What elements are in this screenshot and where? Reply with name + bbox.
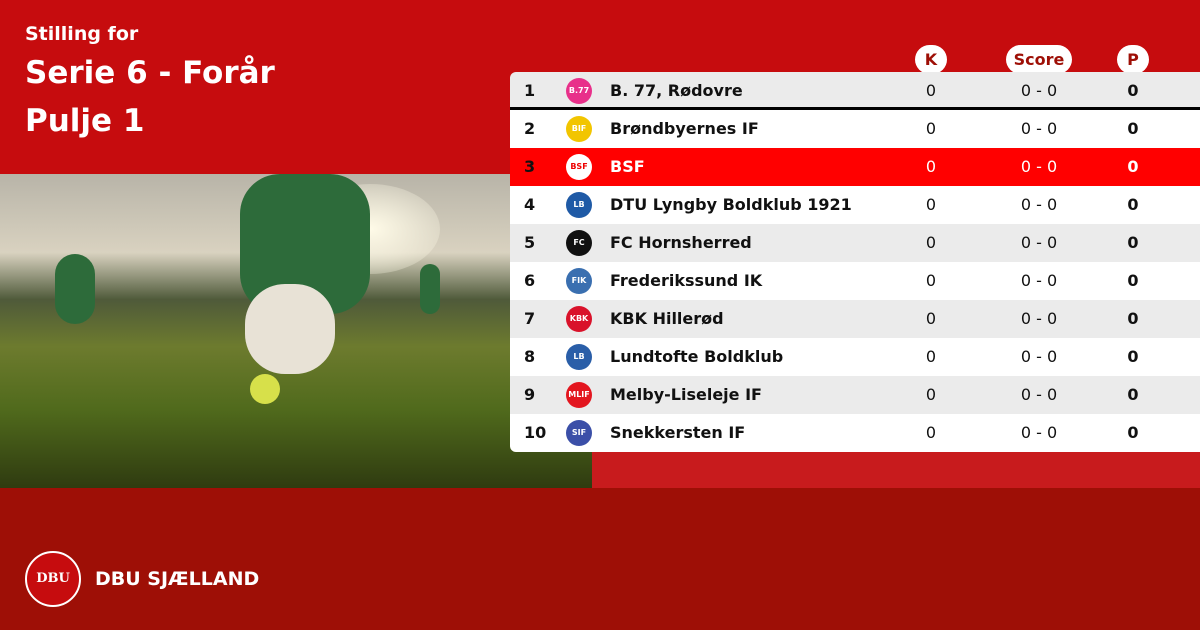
column-header-k: K bbox=[915, 45, 947, 74]
table-row: 1 B.77 B. 77, Rødovre 0 0 - 0 0 bbox=[510, 72, 1200, 110]
score-cell: 0 - 0 bbox=[1020, 81, 1058, 100]
matches-cell: 0 bbox=[925, 271, 937, 290]
score-cell: 0 - 0 bbox=[1020, 157, 1058, 176]
rank-cell: 7 bbox=[524, 309, 536, 328]
team-name: B. 77, Rødovre bbox=[610, 81, 743, 100]
points-cell: 0 bbox=[1127, 385, 1139, 404]
matches-cell: 0 bbox=[925, 81, 937, 100]
team-name: BSF bbox=[610, 157, 645, 176]
rank-cell: 4 bbox=[524, 195, 536, 214]
team-name: Melby-Liseleje IF bbox=[610, 385, 762, 404]
subtitle: Stilling for bbox=[25, 23, 139, 45]
watermark-pattern bbox=[592, 452, 1200, 488]
points-cell: 0 bbox=[1127, 271, 1139, 290]
table-row: 6 FIK Frederikssund IK 0 0 - 0 0 bbox=[510, 262, 1200, 300]
matches-cell: 0 bbox=[925, 233, 937, 252]
rank-cell: 6 bbox=[524, 271, 536, 290]
table-row: 3 BSF BSF 0 0 - 0 0 bbox=[510, 148, 1200, 186]
team-name: FC Hornsherred bbox=[610, 233, 752, 252]
table-row: 4 LB DTU Lyngby Boldklub 1921 0 0 - 0 0 bbox=[510, 186, 1200, 224]
table-row: 8 LB Lundtofte Boldklub 0 0 - 0 0 bbox=[510, 338, 1200, 376]
football-photo bbox=[0, 174, 592, 488]
points-cell: 0 bbox=[1127, 309, 1139, 328]
team-name: Lundtofte Boldklub bbox=[610, 347, 784, 366]
score-cell: 0 - 0 bbox=[1020, 423, 1058, 442]
team-name: KBK Hillerød bbox=[610, 309, 724, 328]
rank-cell: 8 bbox=[524, 347, 536, 366]
pool-title: Pulje 1 bbox=[25, 103, 145, 139]
team-logo-icon: SIF bbox=[566, 420, 592, 446]
column-header-score: Score bbox=[1006, 45, 1072, 74]
team-logo-icon: LB bbox=[566, 192, 592, 218]
table-row: 7 KBK KBK Hillerød 0 0 - 0 0 bbox=[510, 300, 1200, 338]
column-header-p: P bbox=[1117, 45, 1149, 74]
team-logo-icon: BIF bbox=[566, 116, 592, 142]
score-cell: 0 - 0 bbox=[1020, 347, 1058, 366]
rank-cell: 5 bbox=[524, 233, 536, 252]
matches-cell: 0 bbox=[925, 309, 937, 328]
matches-cell: 0 bbox=[925, 385, 937, 404]
page-title: Serie 6 - Forår bbox=[25, 55, 275, 91]
rank-cell: 3 bbox=[524, 157, 536, 176]
team-logo-icon: FC bbox=[566, 230, 592, 256]
matches-cell: 0 bbox=[925, 423, 937, 442]
matches-cell: 0 bbox=[925, 157, 937, 176]
rank-cell: 9 bbox=[524, 385, 536, 404]
matches-cell: 0 bbox=[925, 195, 937, 214]
matches-cell: 0 bbox=[925, 347, 937, 366]
points-cell: 0 bbox=[1127, 81, 1139, 100]
table-row: 9 MLIF Melby-Liseleje IF 0 0 - 0 0 bbox=[510, 376, 1200, 414]
matches-cell: 0 bbox=[925, 119, 937, 138]
points-cell: 0 bbox=[1127, 119, 1139, 138]
points-cell: 0 bbox=[1127, 195, 1139, 214]
score-cell: 0 - 0 bbox=[1020, 195, 1058, 214]
standings-table: 1 B.77 B. 77, Rødovre 0 0 - 0 0 2 BIF Brøndbyern… bbox=[510, 72, 1200, 452]
dbu-logo: DBU bbox=[25, 551, 81, 607]
team-name: DTU Lyngby Boldklub 1921 bbox=[610, 195, 852, 214]
points-cell: 0 bbox=[1127, 347, 1139, 366]
table-row: 5 FC FC Hornsherred 0 0 - 0 0 bbox=[510, 224, 1200, 262]
rank-cell: 1 bbox=[524, 81, 536, 100]
footer-background bbox=[0, 488, 1200, 630]
team-name: Frederikssund IK bbox=[610, 271, 763, 290]
table-row: 2 BIF Brøndbyernes IF 0 0 - 0 0 bbox=[510, 110, 1200, 148]
team-logo-icon: B.77 bbox=[566, 78, 592, 104]
rank-cell: 10 bbox=[524, 423, 547, 442]
points-cell: 0 bbox=[1127, 233, 1139, 252]
rank-cell: 2 bbox=[524, 119, 536, 138]
team-name: Brøndbyernes IF bbox=[610, 119, 759, 138]
team-logo-icon: MLIF bbox=[566, 382, 592, 408]
score-cell: 0 - 0 bbox=[1020, 233, 1058, 252]
team-logo-icon: BSF bbox=[566, 154, 592, 180]
points-cell: 0 bbox=[1127, 157, 1139, 176]
score-cell: 0 - 0 bbox=[1020, 119, 1058, 138]
points-cell: 0 bbox=[1127, 423, 1139, 442]
table-row: 10 SIF Snekkersten IF 0 0 - 0 0 bbox=[510, 414, 1200, 452]
score-cell: 0 - 0 bbox=[1020, 271, 1058, 290]
brand-name: DBU SJÆLLAND bbox=[95, 568, 260, 590]
score-cell: 0 - 0 bbox=[1020, 385, 1058, 404]
team-logo-icon: KBK bbox=[566, 306, 592, 332]
team-logo-icon: FIK bbox=[566, 268, 592, 294]
team-logo-icon: LB bbox=[566, 344, 592, 370]
score-cell: 0 - 0 bbox=[1020, 309, 1058, 328]
team-name: Snekkersten IF bbox=[610, 423, 746, 442]
